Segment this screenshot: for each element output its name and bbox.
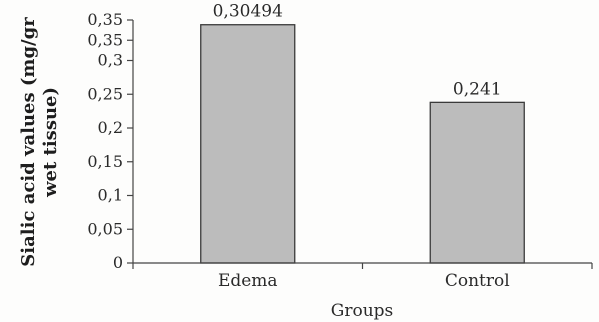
y-tick-label: 0,3 [98, 51, 123, 70]
bars: 0,30494 0,241 [200, 2, 525, 264]
y-axis-title-line-2: wet tissue) [40, 87, 61, 198]
data-label: 0,30494 [213, 2, 283, 22]
y-tick-label: 0 [113, 253, 123, 272]
y-tick-label: 0,15 [87, 152, 123, 171]
bar-control [429, 101, 525, 264]
y-tick-label: 0,35 [87, 30, 123, 49]
bar-edema [200, 24, 296, 264]
data-label: 0,241 [453, 79, 502, 99]
y-tick-label: 0,25 [87, 84, 123, 103]
y-axis-ticks: 0 0,05 0,1 0,15 0,2 0,25 0,3 0,350,35 [87, 10, 133, 272]
y-tick-label: 0,2 [98, 118, 123, 137]
y-axis-title-line-1: Sialic acid values (mg/gr [18, 17, 39, 267]
y-tick-label: 0,1 [98, 186, 123, 205]
x-axis-ticks: Edema Control [132, 263, 593, 291]
y-tick-label: 0,05 [87, 219, 123, 238]
y-axis-title: Sialic acid values (mg/gr wet tissue) [18, 17, 61, 267]
y-tick-label: 0,35 [87, 10, 123, 29]
x-axis-title: Groups [331, 301, 394, 321]
x-tick-label: Control [445, 271, 510, 291]
x-tick-label: Edema [218, 271, 278, 291]
